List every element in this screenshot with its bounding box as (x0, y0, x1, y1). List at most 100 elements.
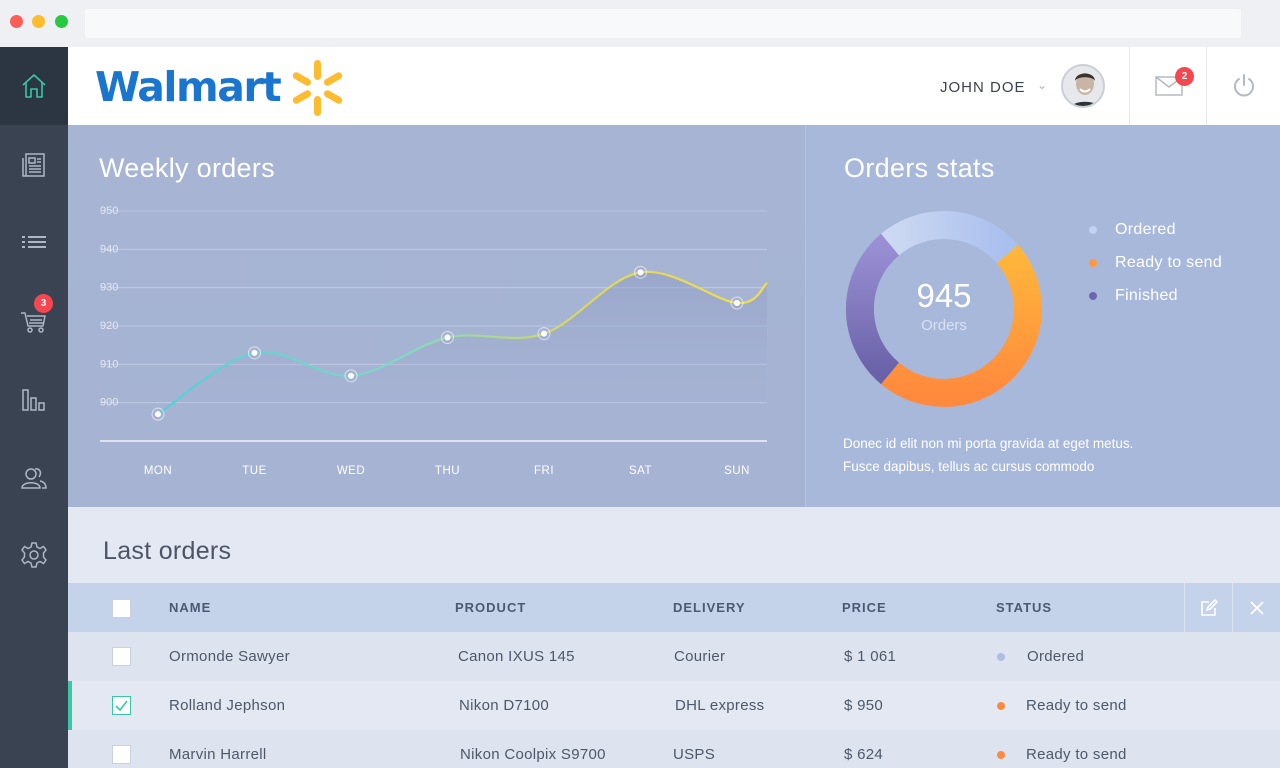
table-row[interactable]: Rolland Jephson Nikon D7100 DHL express … (68, 681, 1280, 730)
status-dot (997, 751, 1005, 759)
column-header-delivery[interactable]: DELIVERY (673, 600, 746, 615)
donut-slice-ordered (881, 211, 1018, 264)
data-point-ring (730, 296, 744, 310)
orders-total-value: 945 (916, 277, 972, 314)
stats-description-line: Donec id elit non mi porta gravida at eg… (843, 436, 1134, 451)
y-tick-label: 950 (100, 205, 118, 217)
sidebar-item-list[interactable] (0, 204, 68, 282)
cell-price: $ 1 061 (844, 648, 897, 665)
cart-badge: 3 (34, 294, 53, 313)
settings-icon (21, 542, 47, 568)
column-header-price[interactable]: PRICE (842, 600, 887, 615)
data-point-ring (634, 265, 647, 279)
selected-row-marker (68, 681, 72, 730)
column-header-status[interactable]: STATUS (996, 600, 1053, 615)
data-point[interactable] (251, 349, 258, 356)
weekly-orders-area (158, 271, 767, 441)
user-avatar-icon (1063, 66, 1103, 106)
browser-toolbar (0, 0, 1280, 47)
logout-button[interactable] (1207, 47, 1280, 125)
data-point-ring (441, 331, 454, 344)
x-tick-label: THU (435, 465, 460, 477)
stats-description-line: Fusce dapibus, tellus ac cursus commodo (843, 459, 1095, 474)
data-point[interactable] (734, 300, 740, 306)
chevron-down-icon[interactable]: ⌄ (1037, 78, 1048, 92)
cell-price: $ 624 (844, 746, 884, 763)
legend-item-ready: Ready to send (1089, 246, 1222, 279)
x-tick-label: FRI (534, 465, 554, 477)
x-tick-label: MON (144, 465, 172, 477)
power-icon (1233, 74, 1254, 97)
data-point[interactable] (541, 330, 547, 337)
legend-item-finished: Finished (1089, 279, 1222, 312)
orders-stats-title: Orders stats (844, 153, 995, 183)
address-bar[interactable] (85, 9, 1241, 38)
row-checkbox[interactable] (112, 696, 131, 715)
y-tick-label: 910 (100, 358, 118, 370)
select-all-checkbox[interactable] (112, 599, 131, 618)
data-point-ring (344, 369, 358, 383)
close-window-button[interactable] (10, 15, 23, 28)
data-point[interactable] (155, 411, 161, 418)
column-header-product[interactable]: PRODUCT (455, 600, 527, 615)
orders-legend: Ordered Ready to send Finished (1089, 213, 1222, 312)
y-tick-label: 930 (100, 282, 118, 294)
data-point-ring (151, 407, 165, 421)
data-point[interactable] (637, 269, 644, 276)
walmart-logo[interactable]: Walmart (95, 56, 348, 118)
home-icon (22, 74, 46, 98)
cell-name: Rolland Jephson (169, 697, 286, 714)
cell-status: Ordered (1027, 648, 1085, 665)
bar-chart-icon (22, 389, 45, 411)
status-dot (997, 702, 1005, 710)
messages-button[interactable] (1130, 47, 1207, 125)
sidebar-item-users[interactable] (0, 438, 68, 516)
orders-stats-panel: Orders stats 945 Orders Ordered Ready to… (805, 125, 1280, 507)
header-divider (1206, 47, 1207, 125)
cell-name: Ormonde Sawyer (169, 648, 290, 665)
table-row[interactable]: Marvin Harrell Nikon Coolpix S9700 USPS … (68, 730, 1280, 768)
row-checkbox[interactable] (112, 647, 131, 666)
legend-label: Ready to send (1115, 253, 1223, 271)
close-icon (1249, 600, 1264, 615)
cell-product: Nikon Coolpix S9700 (460, 746, 606, 763)
row-checkbox[interactable] (112, 745, 131, 764)
x-tick-label: SAT (629, 465, 652, 477)
list-icon (22, 236, 46, 248)
column-header-name[interactable]: NAME (169, 600, 212, 615)
last-orders-title: Last orders (103, 537, 232, 565)
legend-item-ordered: Ordered (1089, 213, 1222, 246)
status-dot (997, 653, 1005, 661)
avatar[interactable] (1061, 64, 1105, 108)
user-name[interactable]: JOHN DOE (940, 79, 1026, 96)
mail-badge: 2 (1175, 67, 1194, 86)
header-divider (1129, 47, 1130, 125)
cell-price: $ 950 (844, 697, 884, 714)
sidebar: 3 (0, 47, 68, 768)
table-row[interactable]: Ormonde Sawyer Canon IXUS 145 Courier $ … (68, 632, 1280, 681)
legend-dot (1089, 258, 1097, 267)
sidebar-item-news[interactable] (0, 126, 68, 204)
sidebar-item-cart[interactable]: 3 (0, 282, 68, 360)
data-point[interactable] (348, 372, 354, 379)
y-tick-label: 940 (100, 243, 118, 255)
legend-dot (1089, 291, 1097, 300)
sidebar-item-settings[interactable] (0, 516, 68, 594)
cell-product: Nikon D7100 (459, 697, 550, 714)
cart-icon (21, 312, 46, 333)
data-point-ring (248, 346, 261, 360)
edit-button[interactable] (1184, 583, 1232, 632)
top-header: Walmart JOHN DOE ⌄ 2 (68, 47, 1280, 125)
cell-delivery: Courier (674, 648, 726, 665)
y-tick-label: 900 (100, 397, 118, 409)
orders-total-label: Orders (921, 317, 967, 334)
delete-button[interactable] (1232, 583, 1280, 632)
sidebar-item-statistics[interactable] (0, 360, 68, 438)
weekly-orders-chart: 900 910 920 930 940 950 MON TUE WED THU FRI SAT SUN (100, 205, 768, 477)
donut-slice-ready (881, 244, 1042, 407)
sidebar-item-home[interactable] (0, 47, 68, 125)
data-point[interactable] (444, 334, 451, 341)
spark-logo-icon (292, 60, 343, 116)
maximize-window-button[interactable] (55, 15, 68, 28)
minimize-window-button[interactable] (32, 15, 45, 28)
